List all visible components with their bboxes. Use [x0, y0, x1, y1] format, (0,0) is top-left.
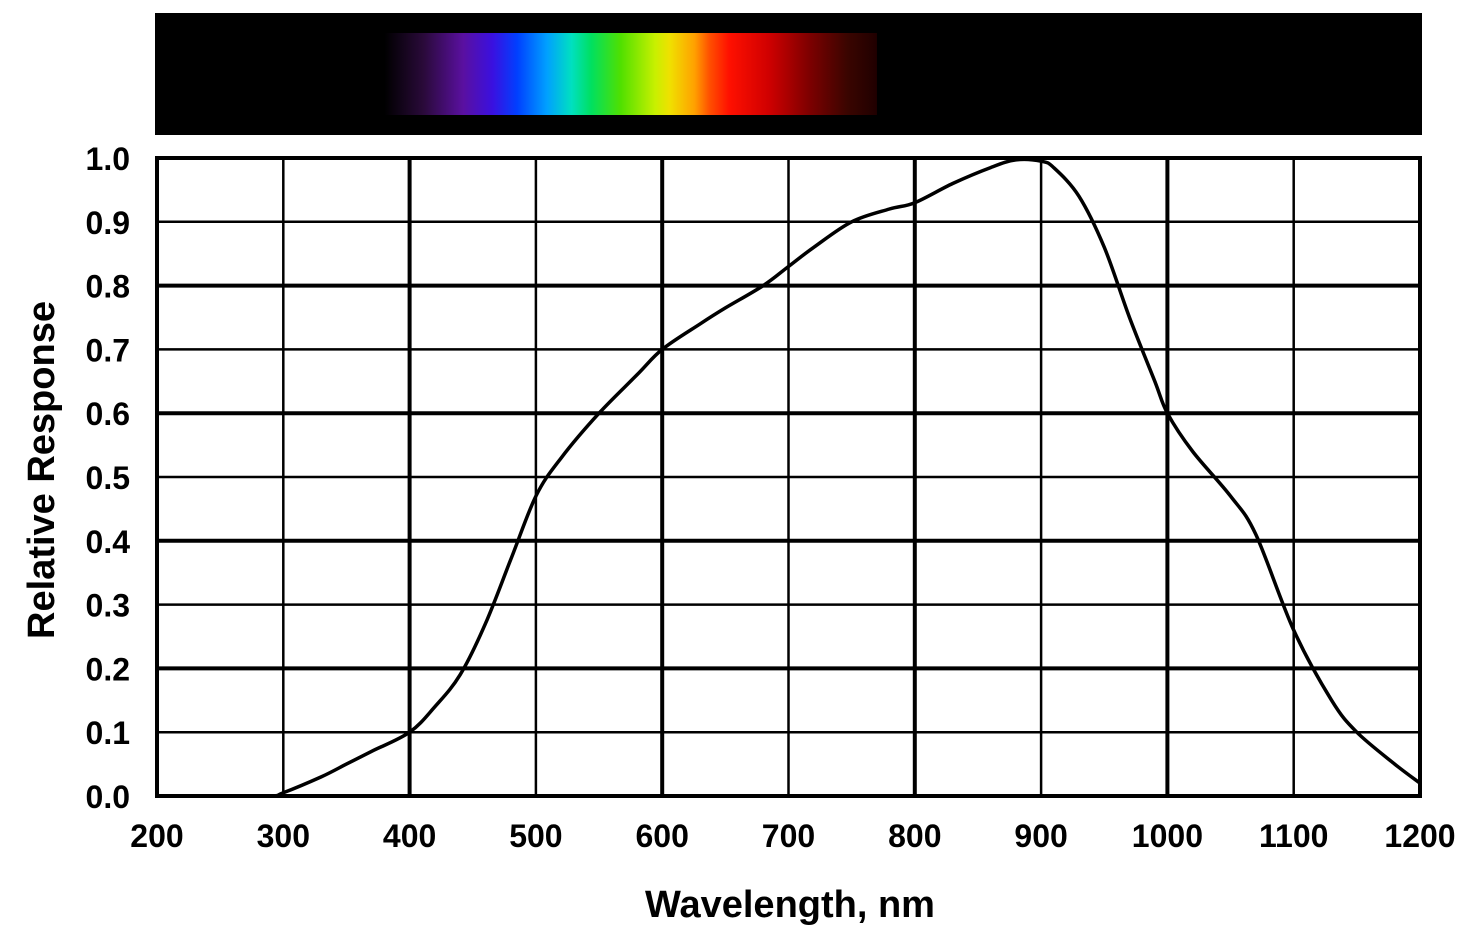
y-axis-title: Relative Response — [21, 301, 63, 639]
x-tick-label: 500 — [509, 818, 562, 854]
y-tick-label: 0.4 — [86, 524, 131, 560]
y-tick-label: 0.7 — [86, 332, 130, 368]
tick-labels: 200 300 400 500 600 700 800 900 1000 1100 1200 0.0 0… — [86, 141, 1456, 854]
visible-spectrum-strip — [384, 33, 877, 115]
x-tick-label: 1000 — [1132, 818, 1203, 854]
x-tick-label: 1100 — [1259, 818, 1328, 854]
x-axis-title: Wavelength, nm — [645, 884, 935, 925]
x-tick-label: 300 — [257, 818, 310, 854]
x-tick-label: 1200 — [1384, 818, 1455, 854]
x-tick-label: 700 — [762, 818, 815, 854]
y-tick-label: 0.9 — [86, 205, 130, 241]
x-tick-label: 900 — [1014, 818, 1067, 854]
y-tick-label: 0.3 — [86, 588, 130, 624]
x-tick-label: 200 — [130, 818, 183, 854]
y-tick-label: 0.1 — [86, 715, 130, 751]
y-tick-label: 0.2 — [86, 651, 130, 687]
x-tick-label: 600 — [636, 818, 689, 854]
y-tick-label: 0.0 — [86, 779, 130, 815]
x-tick-label: 800 — [888, 818, 941, 854]
x-tick-label: 400 — [383, 818, 436, 854]
y-tick-label: 0.6 — [86, 396, 130, 432]
plot-frame — [155, 156, 1422, 798]
y-tick-label: 0.8 — [86, 269, 130, 305]
y-tick-label: 0.5 — [86, 460, 130, 496]
relative-response-curve — [155, 157, 1422, 798]
y-tick-label: 1.0 — [86, 141, 130, 177]
